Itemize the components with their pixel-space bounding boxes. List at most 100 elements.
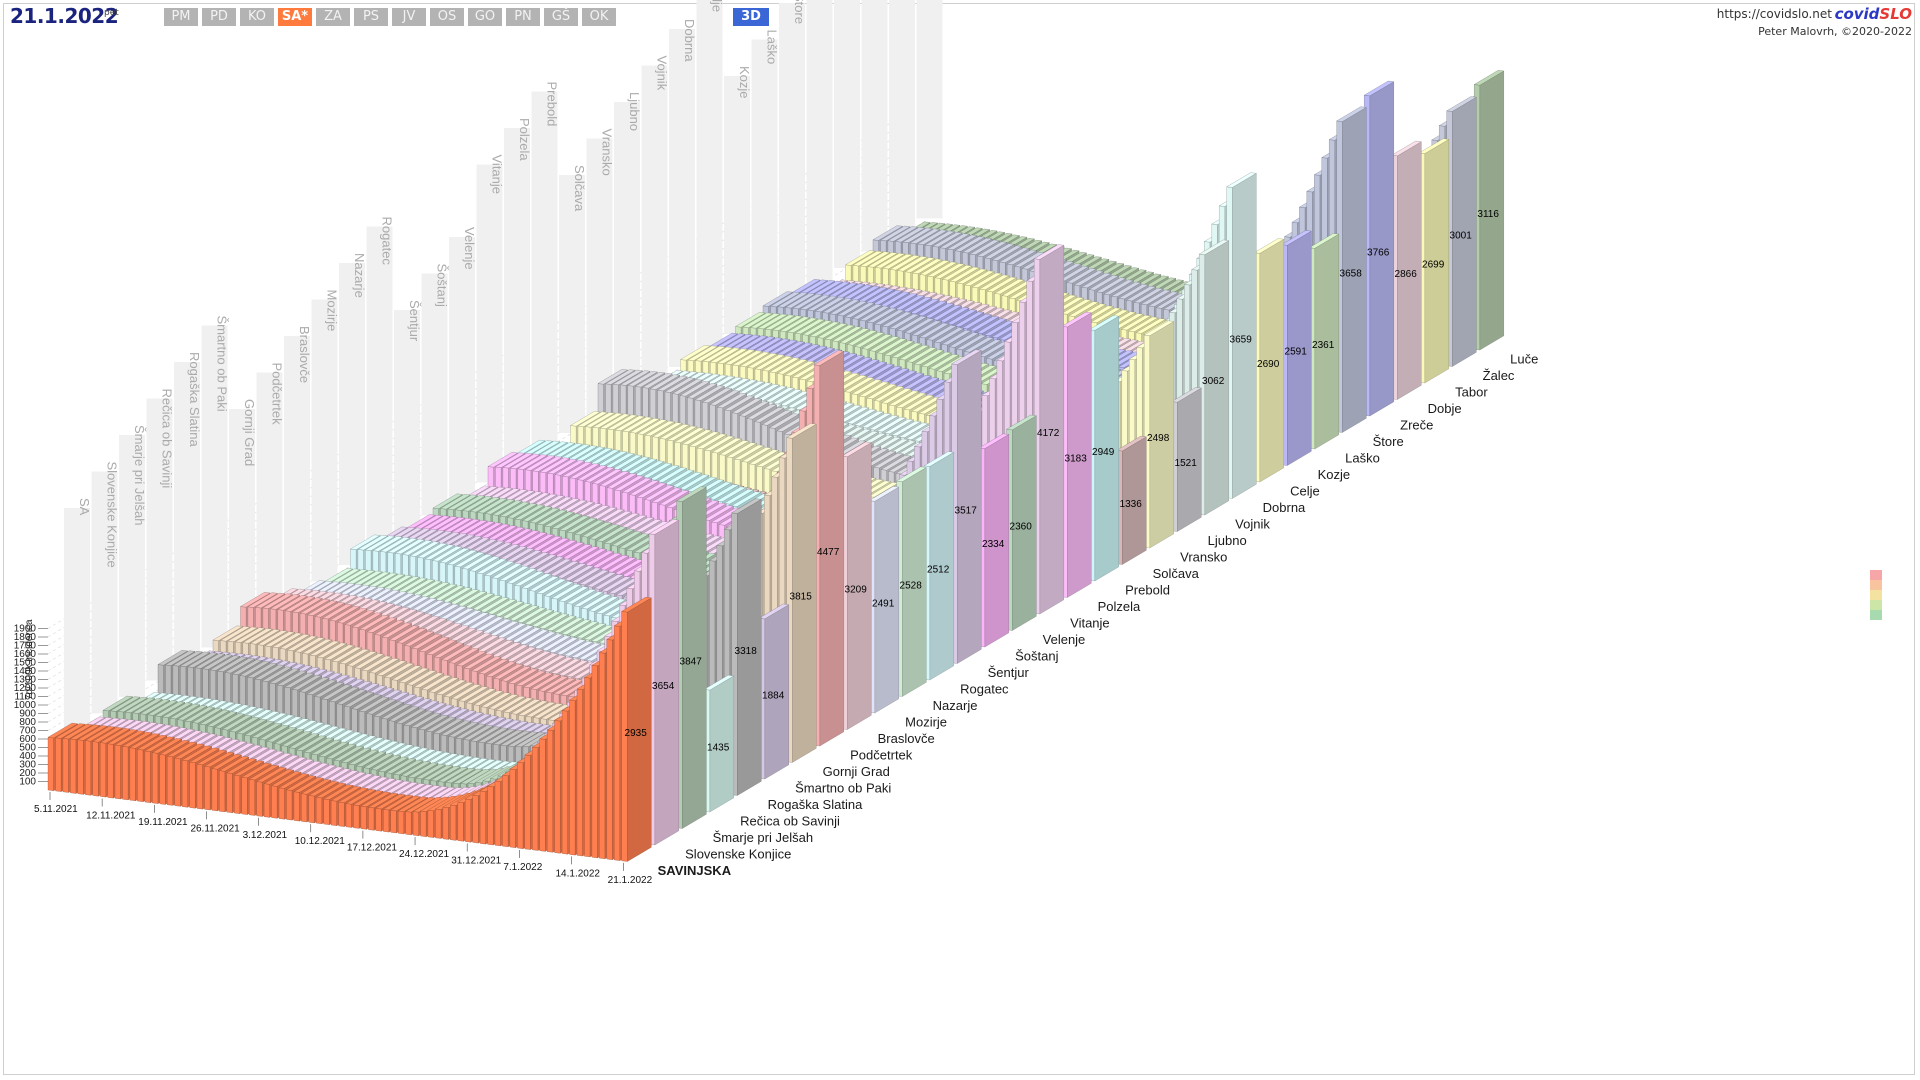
bar-top	[947, 234, 978, 250]
back-panel-3	[146, 398, 173, 681]
back-label-5: Šmartno ob Paki	[215, 316, 230, 412]
back-panel-10	[339, 263, 365, 565]
latest-value-21: 3062	[1202, 376, 1225, 387]
y-tick-label-7: 800	[19, 717, 36, 728]
back-wall: SA Slovenske Konjice Šmarje pri Jelšah Reči…	[64, 0, 943, 730]
bar-top	[912, 258, 943, 274]
y-tick-label-18: 1900	[14, 624, 37, 635]
bar-top	[1446, 96, 1477, 112]
back-panel-11	[366, 226, 393, 549]
back-panel-25	[751, 39, 778, 318]
bar-top	[887, 226, 918, 242]
view-3d-button[interactable]: 3D	[733, 8, 769, 26]
back-panel-0	[64, 508, 90, 730]
back-label-7: Podčetrtek	[270, 363, 285, 426]
latest-value-19: 2498	[1147, 433, 1170, 444]
bar-top	[939, 233, 971, 249]
region-tab-0[interactable]: PM	[164, 8, 198, 26]
bar-top	[999, 247, 1030, 263]
y-tick-label-16: 1700	[14, 641, 37, 652]
region-tab-10[interactable]: GŠ	[544, 8, 578, 26]
back-panel-14	[449, 237, 475, 499]
y-tick-label-4: 500	[19, 743, 36, 754]
y-tick-label-17: 1800	[14, 632, 37, 643]
latest-value-24: 2591	[1285, 347, 1308, 358]
bar-top	[1068, 301, 1100, 317]
y-tick-label-8: 900	[19, 709, 36, 720]
bar-top	[872, 225, 904, 241]
region-tab-7[interactable]: OS	[430, 8, 464, 26]
back-panel-29	[861, 0, 888, 252]
back-panel-15	[476, 164, 503, 483]
bar-top	[1096, 277, 1127, 293]
back-label-0: SA	[77, 498, 92, 516]
bar-top	[964, 270, 995, 286]
region-tab-1[interactable]: PD	[202, 8, 236, 26]
latest-value-29: 2699	[1422, 260, 1445, 271]
back-label-18: Solčava	[572, 165, 587, 212]
region-tab-3[interactable]: SA*	[278, 8, 312, 26]
back-label-11: Rogatec	[380, 217, 395, 266]
y-tick-label-14: 1500	[14, 658, 37, 669]
back-panel-16	[504, 128, 530, 466]
current-date: 21.1.2022	[10, 4, 119, 28]
bar-top	[1148, 291, 1179, 307]
brand-logo[interactable]: covidSLO	[1835, 5, 1912, 23]
bar-top	[1103, 279, 1134, 295]
site-url[interactable]: https://covidslo.net	[1716, 7, 1832, 21]
bar-top	[1128, 316, 1159, 332]
bars: 3116300126992866376636582361259126903659…	[47, 70, 1505, 862]
y-axis: 1002003004005006007008009001000110012001…	[14, 619, 48, 788]
bar-top	[976, 241, 1008, 257]
bar-top	[979, 274, 1010, 290]
bar-top	[894, 227, 926, 243]
back-panel-6	[229, 409, 255, 631]
bar-top	[924, 230, 956, 246]
bar-top	[852, 250, 884, 267]
bar-top	[1006, 249, 1038, 265]
region-tab-5[interactable]: PS	[354, 8, 388, 26]
region-tab-11[interactable]: OK	[582, 8, 616, 26]
back-label-24: Kozje	[737, 66, 752, 99]
bar-top	[1061, 299, 1092, 315]
bar-top	[994, 279, 1025, 295]
region-tab-4[interactable]: ZA	[316, 8, 350, 26]
latest-value-23: 2690	[1257, 359, 1280, 370]
y-tick-label-2: 300	[19, 760, 36, 771]
bar-top	[1133, 287, 1164, 304]
bar-top	[934, 263, 965, 279]
latest-value-25: 2361	[1312, 340, 1335, 351]
bar-top	[1088, 275, 1120, 291]
back-panel-2	[119, 435, 145, 697]
bar-top	[902, 227, 933, 243]
y-tick-label-6: 700	[19, 726, 36, 737]
back-label-6: Gornji Grad	[242, 399, 257, 466]
bar-top	[909, 228, 941, 244]
bar-top	[932, 232, 963, 248]
back-panel-31	[916, 0, 943, 219]
region-tab-2[interactable]: KO	[240, 8, 274, 26]
back-panel-12	[394, 310, 420, 532]
y-tick-label-15: 1600	[14, 649, 37, 660]
bar-top	[956, 268, 988, 284]
weekday: pet	[104, 8, 119, 18]
bar-top	[1090, 307, 1122, 323]
bar-top	[969, 239, 1000, 255]
back-label-8: Braslovče	[297, 326, 312, 383]
latest-value-27: 3766	[1367, 247, 1390, 258]
y-tick-label-13: 1400	[14, 666, 37, 677]
back-panel-17	[531, 91, 558, 450]
back-label-3: Rečica ob Savinji	[160, 389, 175, 489]
back-panel-9	[311, 299, 338, 582]
region-tab-9[interactable]: PN	[506, 8, 540, 26]
back-panel-4	[174, 362, 200, 664]
back-panel-1	[91, 471, 118, 714]
region-tab-8[interactable]: GO	[468, 8, 502, 26]
bar-top	[919, 260, 951, 276]
back-label-1: Slovenske Konjice	[105, 462, 120, 568]
back-label-22: Dobrna	[682, 19, 697, 62]
back-label-16: Polzela	[517, 118, 532, 161]
region-tab-6[interactable]: JV	[392, 8, 426, 26]
bar-top	[1066, 268, 1097, 284]
